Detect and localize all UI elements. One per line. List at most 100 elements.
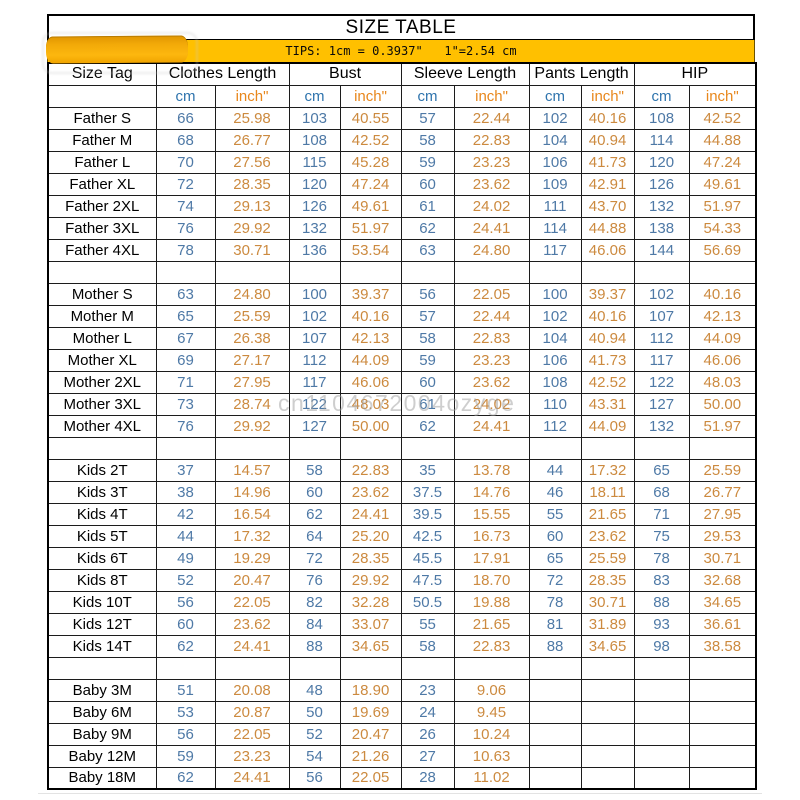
cm-value-cell: 109	[528, 172, 582, 196]
inch-value-cell: 41.73	[580, 348, 635, 372]
inch-value-cell: 21.65	[580, 502, 635, 526]
cm-value-cell: 117	[528, 238, 582, 262]
size-row: Kids 8T 52 20.47 76 29.92 47.5 18.70 72 28.35 83 3…	[47, 568, 757, 592]
inch-value-cell: 48.03	[688, 370, 757, 394]
cm-value-cell	[528, 700, 582, 724]
cm-value-cell: 76	[155, 414, 216, 438]
inch-value-cell: 51.97	[688, 414, 757, 438]
inch-value-cell	[453, 436, 530, 460]
inch-value-cell: 46.06	[339, 370, 402, 394]
size-row: Kids 6T 49 19.29 72 28.35 45.5 17.91 65 25.59 78 3…	[47, 546, 757, 570]
inch-value-cell: 30.71	[580, 590, 635, 614]
inch-value-cell: 42.52	[688, 106, 757, 130]
size-row: Mother S 63 24.80 100 39.37 56 22.05 100 39.37 10…	[47, 282, 757, 306]
inch-value-cell: 29.92	[339, 568, 402, 592]
cm-value-cell: 72	[528, 568, 582, 592]
size-label-cell	[47, 656, 157, 680]
inch-value-cell: 30.71	[214, 238, 290, 262]
inch-value-cell: 24.02	[453, 194, 530, 218]
inch-value-cell	[214, 260, 290, 284]
inch-value-cell	[688, 260, 757, 284]
cm-value-cell: 78	[633, 546, 690, 570]
cm-value-cell: 75	[633, 524, 690, 548]
cm-value-cell: 52	[155, 568, 216, 592]
cm-value-cell: 71	[155, 370, 216, 394]
cm-value-cell	[400, 436, 455, 460]
inch-value-cell: 19.29	[214, 546, 290, 570]
inch-value-cell: 32.28	[339, 590, 402, 614]
size-row: Kids 10T 56 22.05 82 32.28 50.5 19.88 78 30.71 88…	[47, 590, 757, 614]
cm-value-cell: 144	[633, 238, 690, 262]
inch-value-cell	[214, 436, 290, 460]
inch-value-cell: 14.76	[453, 480, 530, 504]
inch-value-cell: 9.45	[453, 700, 530, 724]
inch-value-cell: 40.55	[339, 106, 402, 130]
inch-value-cell: 43.31	[580, 392, 635, 416]
inch-value-cell: 51.97	[688, 194, 757, 218]
cm-value-cell: 110	[528, 392, 582, 416]
inch-value-cell: 44.09	[580, 414, 635, 438]
inch-value-cell: 28.74	[214, 392, 290, 416]
cm-value-cell: 45.5	[400, 546, 455, 570]
column-group-row: Size Tag Clothes Length Bust Sleeve Length P…	[47, 62, 757, 86]
size-label-cell	[47, 436, 157, 460]
size-row: Baby 3M 51 20.08 48 18.90 23 9.06	[47, 678, 757, 702]
column-group-header: Clothes Length	[155, 62, 290, 86]
cm-value-cell: 107	[288, 326, 341, 350]
inch-value-cell: 13.78	[453, 458, 530, 482]
size-table: SIZE TABLE TIPS: 1cm = 0.3937" 1"=2.54 c…	[42, 14, 758, 790]
inch-value-cell: 22.05	[214, 590, 290, 614]
cm-value-cell: 38	[155, 480, 216, 504]
size-row: Father S 66 25.98 103 40.55 57 22.44 102 40.16 10…	[47, 106, 757, 130]
inch-value-cell	[580, 678, 635, 702]
inch-value-cell: 42.52	[580, 370, 635, 394]
cm-value-cell: 52	[288, 722, 341, 746]
cm-value-cell: 104	[528, 326, 582, 350]
inch-value-cell: 49.61	[339, 194, 402, 218]
cm-value-cell: 24	[400, 700, 455, 724]
cm-value-cell: 127	[633, 392, 690, 416]
inch-value-cell: 34.65	[339, 634, 402, 658]
size-row: Kids 12T 60 23.62 84 33.07 55 21.65 81 31.89 93 36…	[47, 612, 757, 636]
inch-value-cell: 44.88	[688, 128, 757, 152]
inch-value-cell: 23.62	[339, 480, 402, 504]
inch-value-cell: 20.08	[214, 678, 290, 702]
size-label-cell: Mother XL	[47, 348, 157, 372]
inch-value-cell: 19.69	[339, 700, 402, 724]
cm-value-cell: 76	[288, 568, 341, 592]
cm-value-cell: 83	[633, 568, 690, 592]
size-label-cell: Baby 12M	[47, 744, 157, 768]
inch-value-cell: 25.59	[214, 304, 290, 328]
cm-value-cell	[528, 744, 582, 768]
cm-value-cell: 132	[633, 414, 690, 438]
inch-value-cell	[580, 260, 635, 284]
inch-value-cell: 31.89	[580, 612, 635, 636]
inch-value-cell	[453, 656, 530, 680]
size-row: Father XL 72 28.35 120 47.24 60 23.62 109 42.91 1…	[47, 172, 757, 196]
inch-value-cell: 24.80	[214, 282, 290, 306]
inch-value-cell	[453, 260, 530, 284]
size-tag-subheader	[47, 84, 157, 108]
inch-value-cell: 46.06	[688, 348, 757, 372]
cm-value-cell: 67	[155, 326, 216, 350]
size-tag-header: Size Tag	[47, 62, 157, 86]
size-label-cell: Father 4XL	[47, 238, 157, 262]
cm-value-cell: 26	[400, 722, 455, 746]
cm-value-cell	[288, 436, 341, 460]
cm-value-cell: 50.5	[400, 590, 455, 614]
inch-value-cell: 51.97	[339, 216, 402, 240]
cm-value-cell: 58	[288, 458, 341, 482]
cm-value-cell: 132	[633, 194, 690, 218]
cm-value-cell: 59	[400, 150, 455, 174]
inch-value-cell	[214, 656, 290, 680]
cm-value-cell: 64	[288, 524, 341, 548]
cm-value-cell: 115	[288, 150, 341, 174]
inch-value-cell: 44.09	[339, 348, 402, 372]
cm-value-cell: 112	[528, 414, 582, 438]
size-label-cell: Mother M	[47, 304, 157, 328]
inch-value-cell: 21.65	[453, 612, 530, 636]
size-row: Mother 3XL 73 28.74 122 48.03 61 24.02 110 43.31…	[47, 392, 757, 416]
inch-value-cell: 14.57	[214, 458, 290, 482]
inch-value-cell: 22.44	[453, 304, 530, 328]
cm-value-cell: 65	[528, 546, 582, 570]
